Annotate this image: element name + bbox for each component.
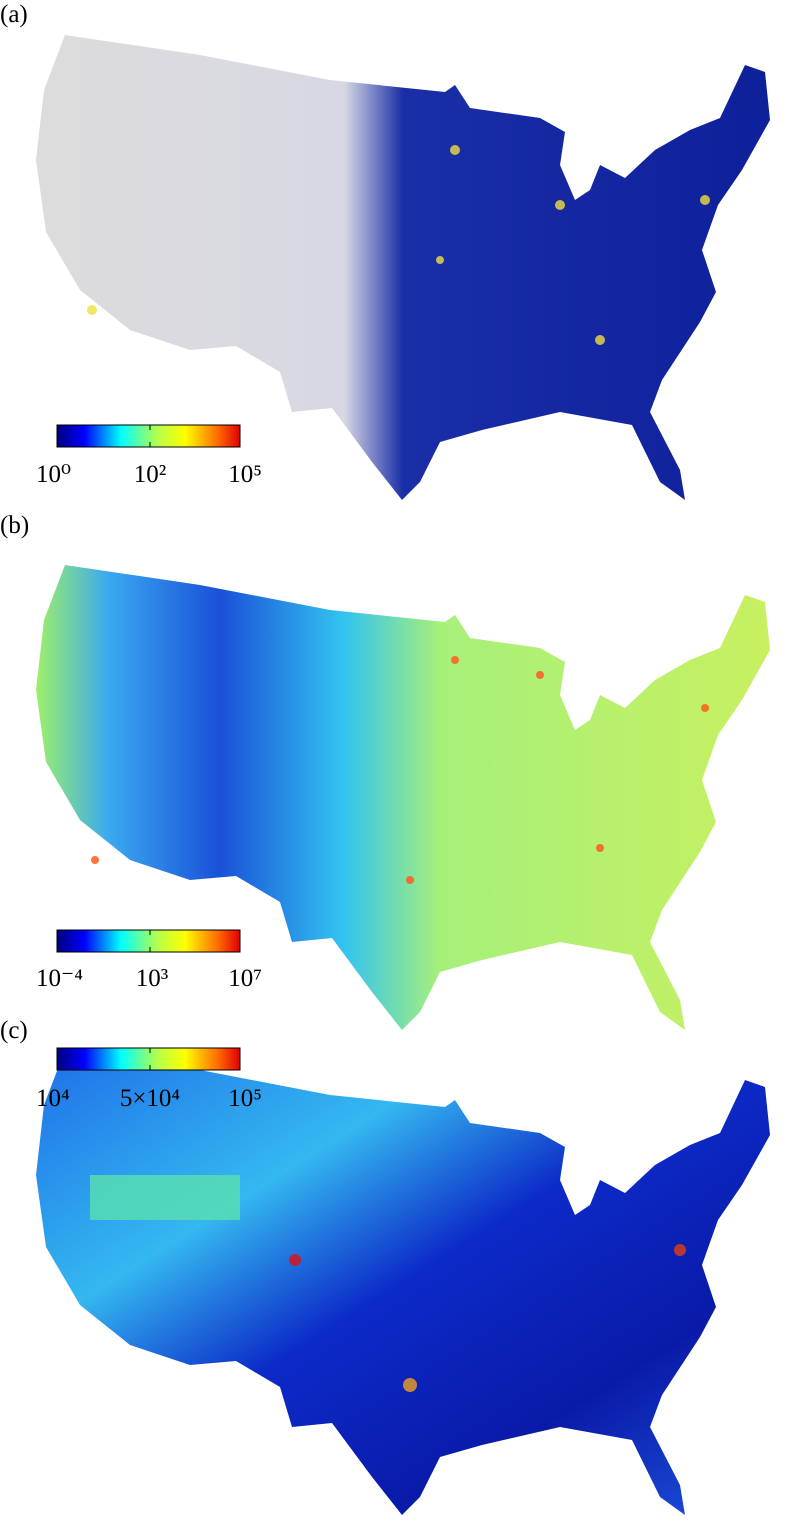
panel-label: (b) [0, 512, 29, 539]
county-patches [90, 1175, 686, 1392]
city-dots [87, 145, 710, 345]
colorbar-tick-label: 10⁰ [36, 461, 71, 488]
colorbar-tick-label: 10⁴ [36, 1085, 70, 1112]
colorbar [56, 424, 241, 448]
panel-b: (b) 10⁻⁴ 10³ 10⁷ [0, 512, 770, 1030]
colorbar [56, 1047, 241, 1071]
colorbar-tick-label: 10⁻⁴ [36, 965, 83, 992]
colorbar-tick-label: 10⁷ [228, 965, 262, 992]
colorbar-tick-label: 5×10⁴ [120, 1085, 181, 1112]
colorbar-tick-label: 10⁵ [228, 1085, 262, 1112]
panel-a: (a) 10⁰ 10² 10⁵ [0, 1, 770, 500]
colorbar-tick-label: 10² [134, 461, 167, 488]
colorbar [56, 929, 241, 953]
panel-c: (c) 10⁴ 5×10⁴ 10⁵ [0, 1017, 770, 1515]
map [36, 565, 770, 1030]
map [36, 1050, 770, 1515]
colorbar-tick-label: 10³ [136, 965, 169, 992]
city-dots [91, 656, 709, 884]
panel-label: (c) [0, 1017, 28, 1044]
panel-label: (a) [0, 1, 28, 28]
colorbar-tick-label: 10⁵ [228, 461, 262, 488]
